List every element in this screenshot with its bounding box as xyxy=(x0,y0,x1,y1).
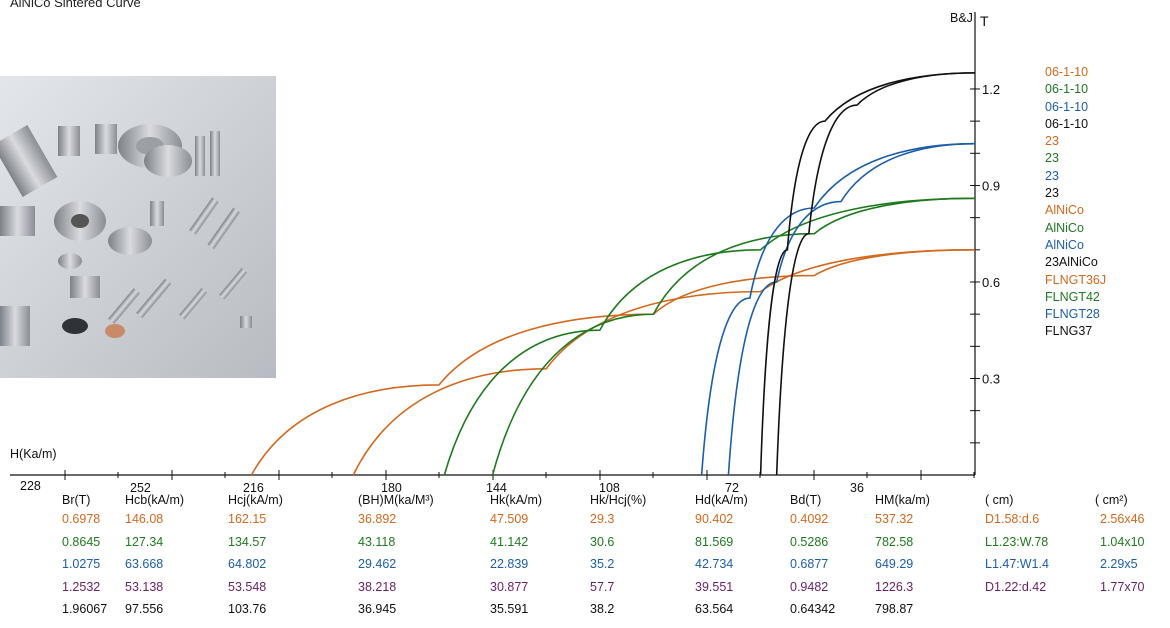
table-cell: 29.462 xyxy=(358,557,396,571)
legend-item: FLNGT42 xyxy=(1045,289,1106,306)
table-cell: 162.15 xyxy=(228,512,266,526)
table-cell: 649.29 xyxy=(875,557,913,571)
table-cell: D1.22:d.42 xyxy=(985,580,1046,594)
table-cell: 64.802 xyxy=(228,557,266,571)
y-axis-label-left: B&J xyxy=(950,11,973,25)
table-header-cell: Hk/Hcj(%) xyxy=(590,493,646,507)
series-line-flngt36j xyxy=(251,250,975,475)
y-tick-label: 0.6 xyxy=(982,275,1000,290)
table-cell: 0.64342 xyxy=(790,602,835,616)
table-header-cell: ( cm²) xyxy=(1095,493,1128,507)
x-tick-label: 228 xyxy=(20,479,41,493)
table-cell: 1.04x10 xyxy=(1100,535,1144,549)
table-header-cell: HM(ka/m) xyxy=(875,493,930,507)
legend-item: AlNiCo xyxy=(1045,220,1106,237)
table-cell: 1.77x70 xyxy=(1100,580,1144,594)
table-header-cell: Bd(T) xyxy=(790,493,821,507)
table-header-cell: (BH)M(ka/M³) xyxy=(358,493,434,507)
legend-item: 23 xyxy=(1045,150,1106,167)
table-cell: 90.402 xyxy=(695,512,733,526)
table-cell: 29.3 xyxy=(590,512,614,526)
table-header-cell: Br(T) xyxy=(62,493,90,507)
table-cell: 146.08 xyxy=(125,512,163,526)
series-line-flngt28 xyxy=(702,144,975,475)
table-cell: 2.29x5 xyxy=(1100,557,1138,571)
legend-item: 23AlNiCo xyxy=(1045,254,1106,271)
series-line-flngt28 xyxy=(728,144,975,475)
x-axis-label: H(Ka/m) xyxy=(10,447,57,461)
legend-item: FLNGT28 xyxy=(1045,306,1106,323)
series-line-flng37 xyxy=(777,73,975,475)
table-cell: L1.47:W1.4 xyxy=(985,557,1049,571)
table-cell: 30.877 xyxy=(490,580,528,594)
y-tick-label: 0.9 xyxy=(982,178,1000,193)
table-cell: D1.58:d.6 xyxy=(985,512,1039,526)
legend-item: 23 xyxy=(1045,133,1106,150)
legend-item: 23 xyxy=(1045,185,1106,202)
legend-item: 23 xyxy=(1045,168,1106,185)
table-cell: 63.564 xyxy=(695,602,733,616)
legend-item: AlNiCo xyxy=(1045,202,1106,219)
table-cell: 0.8645 xyxy=(62,535,100,549)
table-cell: 81.569 xyxy=(695,535,733,549)
table-cell: 35.591 xyxy=(490,602,528,616)
y-tick-label: 0.3 xyxy=(982,371,1000,386)
series-line-flngt42 xyxy=(444,198,975,475)
legend-item: 06-1-10 xyxy=(1045,99,1106,116)
legend-item: 06-1-10 xyxy=(1045,81,1106,98)
table-cell: 53.548 xyxy=(228,580,266,594)
table-cell: 537.32 xyxy=(875,512,913,526)
table-cell: 0.5286 xyxy=(790,535,828,549)
series-line-flngt36j xyxy=(353,250,975,475)
table-cell: 782.58 xyxy=(875,535,913,549)
table-cell: 38.218 xyxy=(358,580,396,594)
table-cell: 1226.3 xyxy=(875,580,913,594)
table-cell: 35.2 xyxy=(590,557,614,571)
table-cell: 57.7 xyxy=(590,580,614,594)
table-header-cell: Hcb(kA/m) xyxy=(125,493,184,507)
legend-item: 06-1-10 xyxy=(1045,116,1106,133)
table-cell: 36.945 xyxy=(358,602,396,616)
table-cell: L1.23:W.78 xyxy=(985,535,1048,549)
table-cell: 63.668 xyxy=(125,557,163,571)
table-cell: 1.2532 xyxy=(62,580,100,594)
table-cell: 127.34 xyxy=(125,535,163,549)
table-cell: 42.734 xyxy=(695,557,733,571)
legend: 06-1-10 06-1-10 06-1-10 06-1-10 23 23 23… xyxy=(1045,64,1106,341)
table-cell: 0.4092 xyxy=(790,512,828,526)
table-cell: 41.142 xyxy=(490,535,528,549)
table-cell: 1.96067 xyxy=(62,602,107,616)
table-cell: 43.118 xyxy=(358,535,395,549)
table-header-cell: Hk(kA/m) xyxy=(490,493,542,507)
legend-item: AlNiCo xyxy=(1045,237,1106,254)
legend-item: 06-1-10 xyxy=(1045,64,1106,81)
table-cell: 36.892 xyxy=(358,512,396,526)
table-cell: 97.556 xyxy=(125,602,163,616)
y-tick-label: 1.2 xyxy=(982,82,1000,97)
table-cell: 53.138 xyxy=(125,580,163,594)
table-cell: 0.6877 xyxy=(790,557,828,571)
table-cell: 47.509 xyxy=(490,512,528,526)
table-cell: 0.9482 xyxy=(790,580,828,594)
table-header-cell: ( cm) xyxy=(985,493,1013,507)
table-cell: 134.57 xyxy=(228,535,266,549)
y-axis-label-right: T xyxy=(980,13,989,29)
table-cell: 1.0275 xyxy=(62,557,100,571)
table-header-cell: Hcj(kA/m) xyxy=(228,493,283,507)
table-cell: 103.76 xyxy=(228,602,266,616)
legend-item: FLNG37 xyxy=(1045,323,1106,340)
table-cell: 22.839 xyxy=(490,557,528,571)
table-cell: 30.6 xyxy=(590,535,614,549)
series-line-flngt42 xyxy=(493,198,975,475)
table-header-cell: Hd(kA/m) xyxy=(695,493,748,507)
x-tick-label: 36 xyxy=(850,481,864,495)
table-cell: 38.2 xyxy=(590,602,614,616)
table-cell: 0.6978 xyxy=(62,512,100,526)
table-cell: 798.87 xyxy=(875,602,913,616)
legend-item: FLNGT36J xyxy=(1045,272,1106,289)
table-cell: 39.551 xyxy=(695,580,733,594)
table-cell: 2.56x46 xyxy=(1100,512,1144,526)
